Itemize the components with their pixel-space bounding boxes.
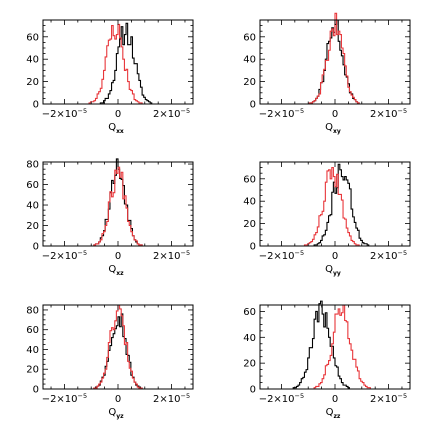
y-tick-label: 20 (26, 221, 39, 232)
x-axis-label: Qyz (108, 407, 124, 420)
x-tick-exponent: −5 (78, 249, 88, 257)
x-tick-label: −2×10−5 (42, 107, 87, 120)
x-axis-label-subscript: zz (333, 413, 340, 420)
x-tick-label: 2×10−5 (153, 107, 190, 120)
y-tick-label: 80 (26, 160, 39, 171)
x-axis-label: Qxz (108, 264, 124, 277)
x-tick-label: 0 (115, 109, 121, 120)
y-tick-label: 20 (26, 365, 39, 376)
histogram-black-yz (43, 313, 193, 390)
x-tick-label: 2×10−5 (370, 392, 407, 405)
x-axis-label: Qxx (108, 122, 124, 135)
y-tick-label: 20 (243, 219, 256, 230)
y-tick-label: 20 (243, 77, 256, 88)
x-tick-exponent: −5 (398, 249, 408, 257)
histogram-red-xx (43, 23, 193, 105)
x-tick-label: 0 (332, 251, 338, 262)
x-tick-label: 2×10−5 (370, 249, 407, 262)
y-tick-label: 60 (26, 325, 39, 336)
x-tick-label: −2×10−5 (42, 392, 87, 405)
x-tick-label: 2×10−5 (370, 107, 407, 120)
x-tick-label: 0 (115, 394, 121, 405)
x-tick-exponent: −5 (398, 107, 408, 115)
y-tick-label: 0 (250, 242, 256, 253)
plot-frame (42, 161, 194, 247)
x-axis-label-subscript: yy (333, 270, 341, 277)
x-tick-label: −2×10−5 (259, 392, 304, 405)
y-tick-label: 0 (250, 385, 256, 396)
x-axis-label-subscript: xx (116, 128, 124, 135)
x-axis-label-subscript: xy (333, 128, 341, 135)
y-tick-label: 40 (243, 197, 256, 208)
y-tick-label: 60 (243, 307, 256, 318)
y-tick-label: 60 (243, 174, 256, 185)
x-axis-label: Qzz (326, 407, 341, 420)
x-axis-label-subscript: xz (116, 270, 124, 277)
x-tick-label: 0 (332, 109, 338, 120)
x-axis-label: Qyy (325, 264, 341, 277)
y-tick-label: 0 (33, 385, 39, 396)
x-tick-exponent: −5 (181, 392, 191, 400)
y-tick-label: 60 (26, 180, 39, 191)
x-tick-exponent: −5 (295, 249, 305, 257)
plot-frame (259, 161, 411, 247)
y-tick-label: 0 (33, 100, 39, 111)
x-tick-label: 0 (332, 394, 338, 405)
y-tick-label: 40 (243, 333, 256, 344)
y-tick-label: 80 (26, 305, 39, 316)
histogram-red-xy (260, 12, 410, 105)
x-tick-label: 2×10−5 (153, 392, 190, 405)
x-tick-exponent: −5 (295, 392, 305, 400)
x-tick-exponent: −5 (295, 107, 305, 115)
y-tick-label: 40 (26, 345, 39, 356)
x-tick-label: 2×10−5 (153, 249, 190, 262)
x-tick-exponent: −5 (78, 107, 88, 115)
histogram-red-xz (43, 166, 193, 247)
y-tick-label: 40 (26, 55, 39, 66)
y-tick-label: 20 (26, 77, 39, 88)
x-tick-label: 0 (115, 251, 121, 262)
y-tick-label: 40 (26, 201, 39, 212)
y-tick-label: 20 (243, 359, 256, 370)
histogram-red-zz (260, 304, 410, 390)
x-tick-exponent: −5 (181, 249, 191, 257)
x-tick-label: −2×10−5 (259, 249, 304, 262)
x-tick-label: −2×10−5 (42, 249, 87, 262)
y-tick-label: 40 (243, 55, 256, 66)
x-axis-label: Qxy (325, 122, 341, 135)
x-tick-label: −2×10−5 (259, 107, 304, 120)
y-tick-label: 0 (250, 100, 256, 111)
x-tick-exponent: −5 (78, 392, 88, 400)
y-tick-label: 0 (33, 242, 39, 253)
y-tick-label: 60 (243, 32, 256, 43)
x-axis-label-subscript: yz (116, 413, 124, 420)
x-tick-exponent: −5 (181, 107, 191, 115)
histogram-black-xx (43, 22, 193, 105)
x-tick-exponent: −5 (398, 392, 408, 400)
y-tick-label: 60 (26, 32, 39, 43)
histogram-red-yy (260, 167, 410, 247)
